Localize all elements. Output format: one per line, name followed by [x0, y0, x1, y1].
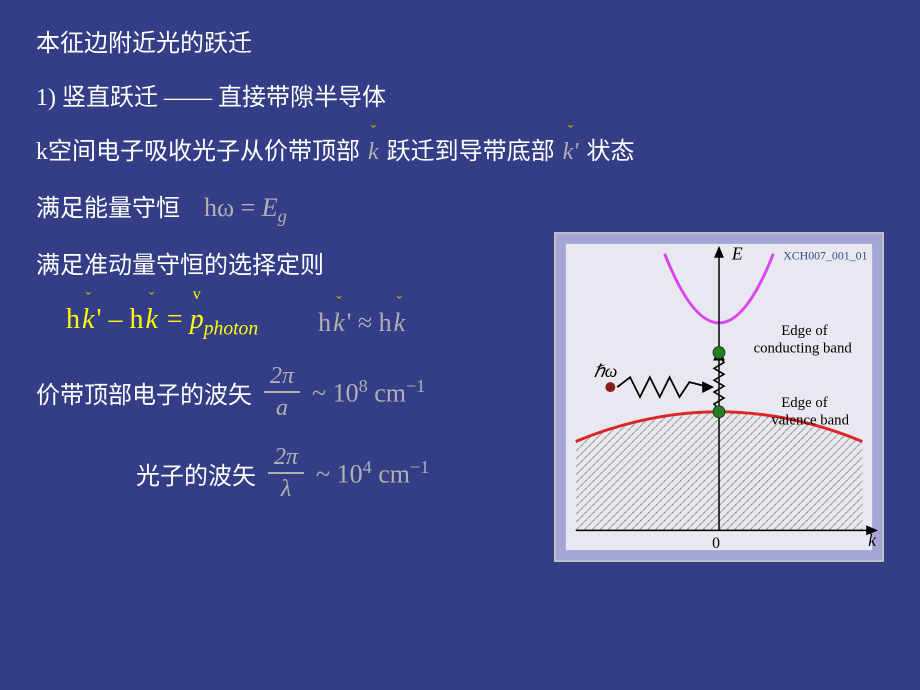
valence-order: ~ 108 cm−1 — [312, 376, 425, 409]
caron-icon: ˇ — [371, 120, 376, 144]
cond-label-1: Edge of — [781, 323, 828, 339]
kspace-pre: k空间电子吸收光子从价带顶部 — [36, 139, 366, 165]
k-vector-1-prime: ˇk' — [561, 134, 581, 170]
energy-conservation: 满足能量守恒 hω = Eg — [36, 188, 884, 230]
energy-label: 满足能量守恒 — [36, 196, 180, 222]
kspace-post: 状态 — [586, 139, 634, 165]
kspace-mid: 跃迁到导带底部 — [387, 139, 561, 165]
zero-label: 0 — [712, 535, 720, 552]
hbar-omega-label: ℏω — [594, 361, 618, 381]
caron-icon: ˇ — [568, 120, 573, 144]
band-diagram-svg: E k 0 ℏω Edge of conducting band Edge of… — [556, 234, 882, 560]
kspace-line: k空间电子吸收光子从价带顶部 ˇk 跃迁到导带底部 ˇk' 状态 — [36, 134, 884, 170]
title: 本征边附近光的跃迁 — [36, 26, 884, 62]
photon-dot-icon — [605, 382, 615, 392]
e-label: E — [731, 244, 743, 264]
photon-order: ~ 104 cm−1 — [316, 457, 429, 490]
k-vector-1: ˇk — [366, 134, 381, 170]
heading-1: 1) 竖直跃迁 —— 直接带隙半导体 — [36, 80, 884, 116]
caron-icon: ˇ — [149, 290, 154, 308]
caron-icon: ˇ — [397, 294, 402, 312]
vec-arrow-icon: v — [193, 286, 201, 304]
photon-fraction: 2π λ — [268, 444, 304, 503]
val-node-icon — [713, 406, 725, 418]
momentum-eq-left: hˇk' – hˇk = vpphoton — [66, 304, 258, 341]
photon-label: 光子的波矢 — [136, 456, 256, 491]
band-diagram: E k 0 ℏω Edge of conducting band Edge of… — [554, 232, 884, 562]
cond-node-icon — [713, 347, 725, 359]
diagram-tag: XCH007_001_01 — [783, 249, 867, 263]
val-label-1: Edge of — [781, 395, 828, 411]
valence-fraction: 2π a — [264, 363, 300, 422]
momentum-eq-right: hˇk' ≈ hˇk — [318, 308, 407, 338]
energy-equation: hω = Eg — [204, 193, 287, 222]
k-label: k — [868, 530, 877, 550]
caron-icon: ˇ — [86, 290, 91, 308]
valence-label: 价带顶部电子的波矢 — [36, 375, 252, 410]
cond-label-2: conducting band — [754, 341, 853, 357]
val-label-2: valence band — [771, 413, 849, 429]
caron-icon: ˇ — [336, 294, 341, 312]
